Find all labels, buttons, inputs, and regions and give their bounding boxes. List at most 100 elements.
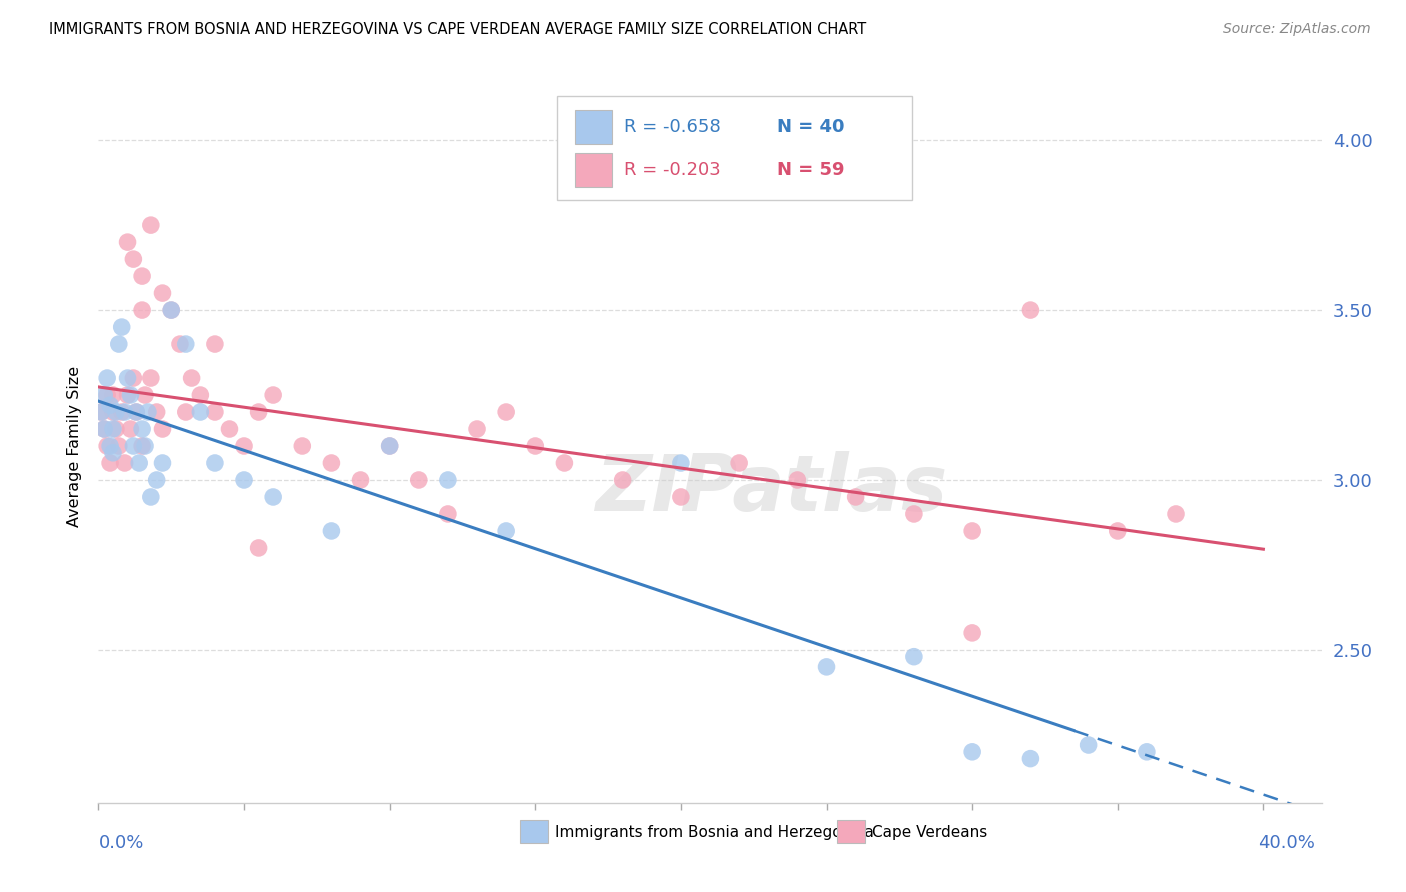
Point [903,507,925,521]
Text: 40.0%: 40.0% [1258,834,1315,852]
Point [321,524,343,538]
Point [495,524,517,538]
FancyBboxPatch shape [557,96,912,200]
Point [139,371,162,385]
Point [101,405,124,419]
Point [145,405,167,419]
Point [378,439,401,453]
Point [117,235,139,249]
Point [96,439,118,453]
Point [125,405,148,419]
Point [349,473,371,487]
Point [152,456,174,470]
Point [139,490,162,504]
Point [125,405,148,419]
Point [169,337,191,351]
Text: R = -0.658: R = -0.658 [624,118,721,136]
Point [495,405,517,419]
Point [122,252,145,266]
Point [960,524,983,538]
Point [93,422,115,436]
Point [111,320,134,334]
Point [408,473,430,487]
Text: Immigrants from Bosnia and Herzegovina: Immigrants from Bosnia and Herzegovina [555,825,875,839]
Point [204,456,226,470]
Point [131,422,153,436]
Point [136,405,159,419]
Point [1077,738,1099,752]
Point [98,398,121,412]
Point [114,456,136,470]
Point [465,422,488,436]
Point [131,439,153,453]
Point [160,303,183,318]
Point [204,405,226,419]
Point [1136,745,1159,759]
Point [134,388,156,402]
Point [134,439,156,453]
Point [108,337,131,351]
Point [262,388,284,402]
Point [117,388,139,402]
Point [114,405,136,419]
Point [669,490,692,504]
Point [247,541,270,555]
Point [1019,303,1042,318]
Text: R = -0.203: R = -0.203 [624,161,721,178]
Text: N = 59: N = 59 [778,161,845,178]
Text: 0.0%: 0.0% [98,834,143,852]
Point [524,439,547,453]
Point [131,303,153,318]
Point [93,422,115,436]
Point [180,371,202,385]
Point [728,456,751,470]
Point [90,405,112,419]
Point [101,422,124,436]
Point [98,439,121,453]
Point [291,439,314,453]
Point [122,439,145,453]
Point [553,456,575,470]
Point [98,456,121,470]
Point [93,388,115,402]
Text: N = 40: N = 40 [778,118,845,136]
Point [139,218,162,232]
Point [233,473,256,487]
Point [204,337,226,351]
Text: Cape Verdeans: Cape Verdeans [872,825,987,839]
Point [437,507,460,521]
Text: ZIPatlas: ZIPatlas [595,450,948,527]
Point [104,422,127,436]
Point [145,473,167,487]
Point [101,446,124,460]
Point [174,337,197,351]
Y-axis label: Average Family Size: Average Family Size [66,366,82,526]
Point [160,303,183,318]
Point [120,388,142,402]
Point [1019,751,1042,765]
Point [111,405,134,419]
FancyBboxPatch shape [575,110,612,145]
Point [122,371,145,385]
Text: Source: ZipAtlas.com: Source: ZipAtlas.com [1223,22,1371,37]
Point [845,490,868,504]
Point [247,405,270,419]
Point [815,660,838,674]
Point [188,388,212,402]
Point [120,422,142,436]
Point [152,286,174,301]
Point [321,456,343,470]
Point [174,405,197,419]
Point [101,388,124,402]
Point [128,456,150,470]
Point [903,649,925,664]
FancyBboxPatch shape [575,153,612,187]
Point [262,490,284,504]
Point [188,405,212,419]
Point [131,269,153,284]
Point [960,745,983,759]
Point [612,473,634,487]
Point [152,422,174,436]
Point [437,473,460,487]
Point [96,371,118,385]
